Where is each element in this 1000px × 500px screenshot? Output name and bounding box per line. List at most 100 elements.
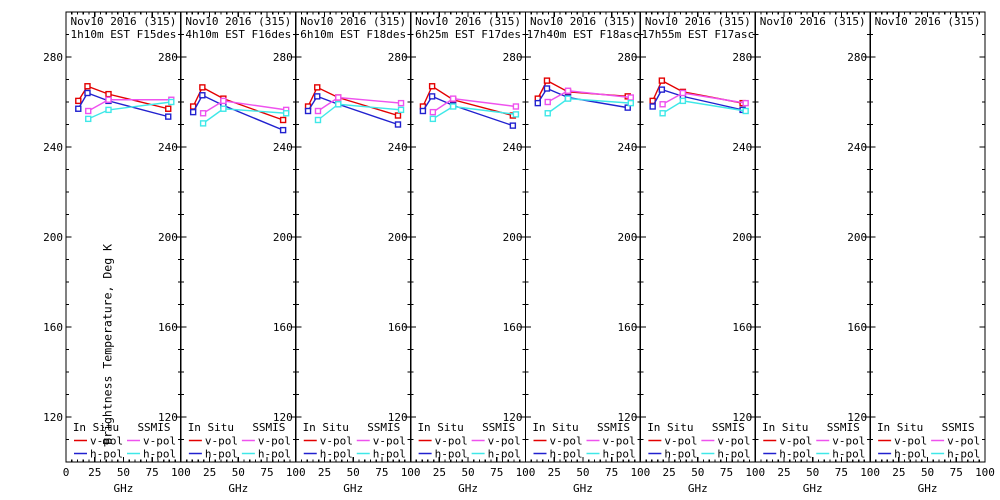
series-line-insitu-hpol [652,88,743,111]
panel-title: Nov10 2016 (315) [875,15,981,28]
y-tick-label: 240 [732,141,752,154]
data-point-insitu-hpol [509,122,517,129]
x-axis-unit-label: GHz [918,482,938,495]
data-point-ssmis-hpol [168,98,175,106]
legend-group-insitu: In Situ [188,421,234,434]
y-tick-label: 160 [158,321,178,334]
x-tick-label: 100 [286,466,306,479]
panel-subtitle: 4h10m EST F16des [185,28,291,41]
data-point-ssmis-vpol [199,110,207,117]
panel-title: Nov10 2016 (315) [185,15,291,28]
legend-group-insitu: In Situ [877,421,923,434]
data-point-insitu-hpol [658,86,666,93]
x-tick-label: 50 [461,466,474,479]
x-tick-label: 75 [720,466,733,479]
y-tick-label: 280 [43,51,63,64]
series-line-insitu-hpol [192,94,284,131]
x-tick-label: 75 [260,466,273,479]
y-tick-label: 120 [732,411,752,424]
legend-label-hpol: h-pol [143,448,176,461]
panel-title: Nov10 2016 (315) [300,15,406,28]
data-point-ssmis-vpol [429,108,437,116]
x-tick-label: 25 [777,466,790,479]
y-tick-label: 120 [273,411,293,424]
data-point-insitu-vpol [279,116,287,124]
y-tick-label: 280 [388,51,408,64]
data-point-ssmis-vpol [512,103,520,110]
x-tick-label: 25 [892,466,905,479]
y-tick-label: 120 [503,411,523,424]
x-axis-unit-label: GHz [573,482,593,495]
panel-title: Nov10 2016 (315) [415,15,521,28]
y-axis-label: Brightness Temperature, Deg K [100,244,115,445]
y-tick-label: 120 [618,411,638,424]
panel-subtitle: 17h40m EST F18asc [527,28,640,41]
y-tick-label: 240 [388,141,408,154]
data-point-insitu-vpol [314,84,321,91]
legend-label-hpol: h-pol [894,448,927,461]
y-tick-label: 240 [43,141,63,154]
legend-label-hpol: h-pol [435,448,468,461]
x-tick-label: 50 [691,466,704,479]
y-tick-label: 200 [847,231,867,244]
data-point-ssmis-vpol [397,99,405,107]
data-point-ssmis-hpol [544,110,551,117]
x-axis-unit-label: GHz [114,482,134,495]
data-point-ssmis-hpol [335,101,342,108]
legend-label-vpol: v-pol [832,435,865,448]
data-point-insitu-vpol [84,83,91,90]
data-point-ssmis-vpol [742,99,749,107]
legend-group-insitu: In Situ [647,421,693,434]
legend-group-insitu: In Situ [73,421,119,434]
panel-subtitle: 6h25m EST F17des [415,28,521,41]
legend-label-hpol: h-pol [258,448,291,461]
data-point-ssmis-hpol [627,99,634,107]
data-point-insitu-hpol [649,103,656,110]
legend-label-vpol: v-pol [320,435,353,448]
y-tick-label: 160 [388,321,408,334]
legend-label-vpol: v-pol [779,435,812,448]
y-tick-label: 200 [273,231,293,244]
data-point-ssmis-hpol [85,115,92,123]
x-tick-label: 75 [835,466,848,479]
data-point-insitu-hpol [84,89,91,97]
legend-label-hpol: h-pol [947,448,980,461]
series-line-insitu-hpol [537,87,628,109]
data-point-ssmis-vpol [627,94,634,101]
x-axis-unit-label: GHz [688,482,708,495]
data-point-insitu-hpol [75,105,82,112]
y-tick-label: 280 [847,51,867,64]
data-point-insitu-hpol [314,93,321,100]
x-tick-label: 100 [630,466,650,479]
y-tick-label: 240 [503,141,523,154]
x-tick-label: 75 [146,466,159,479]
data-point-ssmis-vpol [659,101,666,108]
y-tick-label: 120 [43,411,63,424]
legend-label-vpol: v-pol [717,435,750,448]
x-axis-unit-label: GHz [803,482,823,495]
x-axis-unit-label: GHz [343,482,363,495]
x-tick-label: 75 [375,466,388,479]
data-point-insitu-hpol [428,93,436,100]
panel-3: 120 160 200 240 280 25 50 75 100 GHz Nov10 2016 (3… [273,11,421,495]
y-tick-label: 280 [618,51,638,64]
x-tick-label: 25 [662,466,675,479]
panel-subtitle: 6h10m EST F18des [300,28,406,41]
series-line-ssmis-vpol [87,99,172,112]
data-point-ssmis-hpol [314,116,322,124]
series-line-insitu-hpol [77,92,169,118]
legend-group-ssmis: SSMIS [827,421,860,434]
legend-label-hpol: h-pol [90,448,123,461]
panel-title: Nov10 2016 (315) [530,15,636,28]
y-tick-label: 280 [273,51,293,64]
data-point-ssmis-vpol [449,95,457,102]
panel-frame [869,11,986,463]
legend-label-hpol: h-pol [320,448,353,461]
legend-group-insitu: In Situ [303,421,349,434]
y-tick-label: 240 [273,141,293,154]
y-tick-label: 160 [273,321,293,334]
